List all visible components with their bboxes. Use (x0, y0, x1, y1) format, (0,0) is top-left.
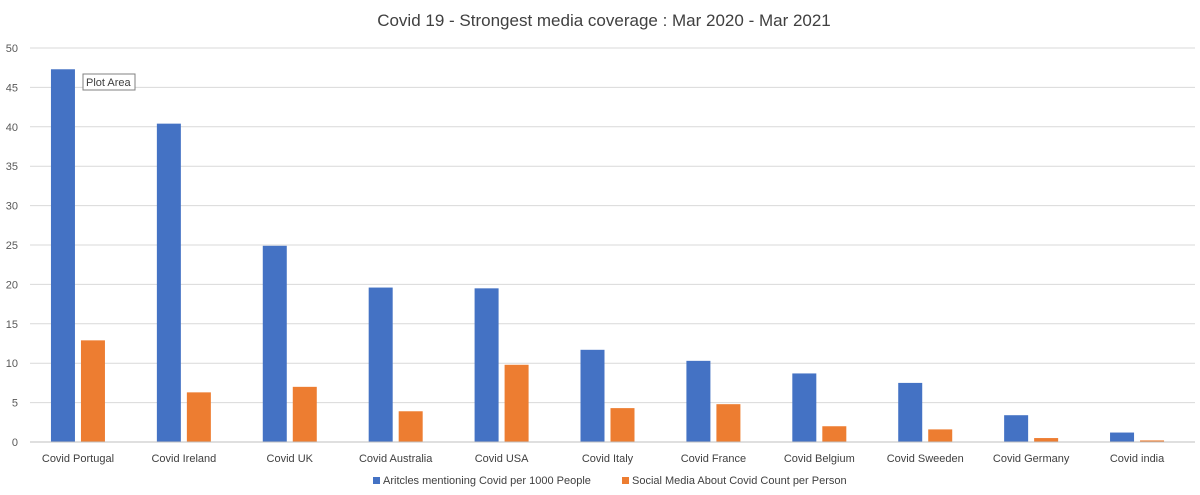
bar-series-1[interactable] (474, 288, 499, 442)
bar-series-2[interactable] (1034, 438, 1059, 442)
bar-series-2[interactable] (504, 364, 529, 442)
x-category-label: Covid Germany (993, 453, 1070, 465)
bar-series-1[interactable] (792, 373, 817, 442)
y-tick-label: 30 (6, 201, 18, 213)
bar-series-1[interactable] (1004, 415, 1029, 442)
y-tick-label: 40 (6, 122, 18, 134)
x-category-label: Covid UK (267, 453, 314, 465)
x-category-label: Covid Sweeden (887, 453, 964, 465)
x-category-label: Covid Ireland (151, 453, 216, 465)
bar-series-1[interactable] (50, 69, 75, 442)
tooltip-text: Plot Area (86, 77, 132, 89)
y-tick-label: 35 (6, 161, 18, 173)
x-category-label: Covid india (1110, 453, 1165, 465)
y-tick-label: 5 (12, 398, 18, 410)
legend-label-series-2: Social Media About Covid Count per Perso… (632, 475, 847, 487)
y-tick-label: 15 (6, 319, 18, 331)
legend-item-series-1[interactable]: Aritcles mentioning Covid per 1000 Peopl… (373, 475, 591, 487)
gridlines (30, 47, 1195, 404)
tooltip-box (82, 73, 136, 91)
bar-series-2[interactable] (398, 411, 423, 442)
x-category-label: Covid Italy (582, 453, 634, 465)
bar-series-2[interactable] (292, 386, 317, 442)
legend-item-series-2[interactable]: Social Media About Covid Count per Perso… (622, 475, 847, 487)
x-category-label: Covid Portugal (42, 453, 114, 465)
bar-series-1[interactable] (156, 123, 181, 442)
x-category-label: Covid Belgium (784, 453, 855, 465)
bar-series-2[interactable] (716, 404, 741, 442)
y-tick-label: 0 (12, 437, 18, 449)
bar-series-2[interactable] (186, 392, 211, 442)
x-axis-categories: Covid Portugal Covid Ireland Covid UK Covid… (42, 453, 1165, 465)
legend[interactable]: Aritcles mentioning Covid per 1000 Peopl… (373, 475, 847, 487)
bar-series-2[interactable] (80, 340, 105, 442)
bar-series-2[interactable] (822, 426, 847, 442)
y-tick-label: 10 (6, 358, 18, 370)
y-axis-ticks: 0 5 10 15 20 25 30 35 40 45 50 (6, 43, 18, 449)
bar-series-1[interactable] (898, 382, 923, 442)
bar-series-1[interactable] (368, 287, 393, 442)
bar-series-2[interactable] (610, 408, 635, 442)
bar-series-1[interactable] (580, 349, 605, 442)
legend-swatch-series-2 (622, 477, 629, 484)
y-tick-label: 25 (6, 240, 18, 252)
y-tick-label: 20 (6, 279, 18, 291)
legend-swatch-series-1 (373, 477, 380, 484)
y-tick-label: 45 (6, 82, 18, 94)
y-tick-label: 50 (6, 43, 18, 55)
bar-series-1[interactable] (1110, 432, 1135, 442)
bar-series-1[interactable] (686, 360, 711, 442)
bar-series-2[interactable] (1140, 440, 1165, 442)
legend-label-series-1: Aritcles mentioning Covid per 1000 Peopl… (383, 475, 591, 487)
x-category-label: Covid France (681, 453, 746, 465)
bar-series-2[interactable] (928, 429, 953, 442)
x-category-label: Covid USA (475, 453, 529, 465)
bars[interactable] (50, 69, 1165, 442)
chart-title: Covid 19 - Strongest media coverage : Ma… (377, 11, 831, 30)
x-category-label: Covid Australia (359, 453, 433, 465)
bar-series-1[interactable] (262, 245, 287, 442)
plot-area-tooltip: Plot Area (82, 73, 136, 91)
